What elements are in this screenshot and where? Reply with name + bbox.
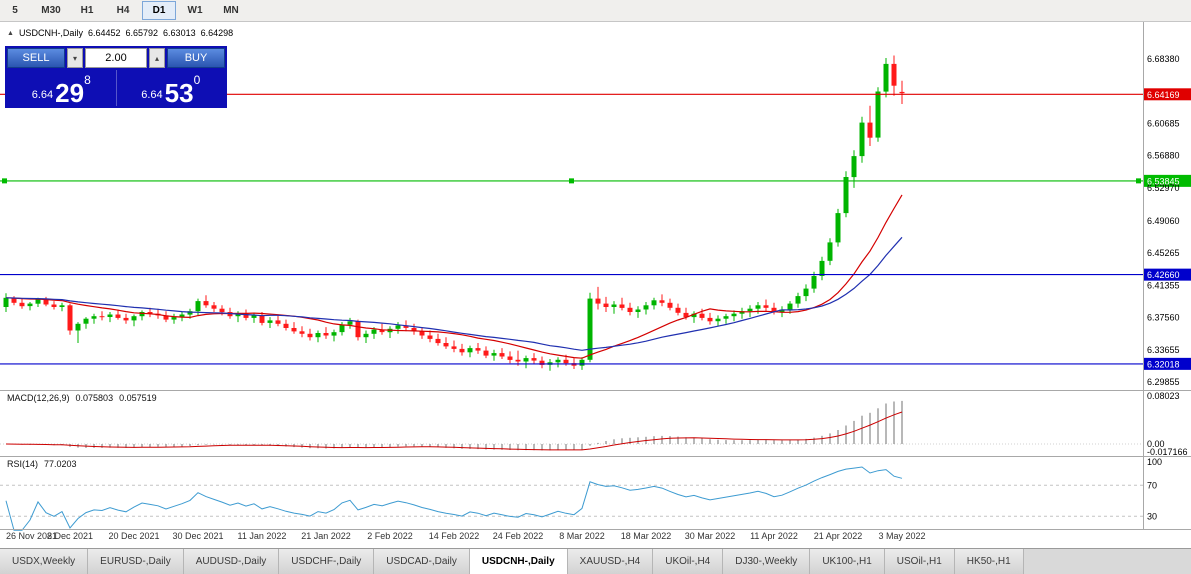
horizontal-lines-layer[interactable] <box>0 93 1143 365</box>
rsi-name: RSI(14) <box>7 459 39 469</box>
buy-button[interactable]: BUY <box>167 48 225 68</box>
buy-price: 6.64 53 0 <box>117 70 226 106</box>
svg-text:2 Feb 2022: 2 Feb 2022 <box>367 531 413 541</box>
rsi-panel <box>0 466 1143 531</box>
svg-text:6.64169: 6.64169 <box>1147 90 1180 100</box>
chart-tab[interactable]: XAUUSD-,H4 <box>567 549 654 574</box>
timeframe-button-h1[interactable]: H1 <box>80 5 94 16</box>
chart-tab[interactable]: USDCHF-,Daily <box>279 549 375 574</box>
timeframe-button-d1[interactable]: D1 <box>142 1 176 20</box>
volume-up-button[interactable]: ▴ <box>149 48 165 68</box>
svg-text:3 May 2022: 3 May 2022 <box>878 531 925 541</box>
svg-text:21 Apr 2022: 21 Apr 2022 <box>814 531 863 541</box>
svg-text:11 Apr 2022: 11 Apr 2022 <box>750 531 798 541</box>
chart-tab[interactable]: USDCAD-,Daily <box>374 549 470 574</box>
ohlc-close: 6.64298 <box>200 28 234 38</box>
timeframe-button-mn[interactable]: MN <box>223 5 239 16</box>
svg-text:6.49060: 6.49060 <box>1147 216 1180 226</box>
chart-area[interactable]: 6.64169 6.53845 6.42660 6.32018 6.68380 6.606… <box>0 22 1191 548</box>
volume-down-button[interactable]: ▾ <box>67 48 83 68</box>
svg-text:6.60685: 6.60685 <box>1147 119 1180 129</box>
volume-input[interactable]: 2.00 <box>85 48 147 68</box>
svg-text:6.68380: 6.68380 <box>1147 54 1180 64</box>
svg-text:-0.017166: -0.017166 <box>1147 447 1188 457</box>
trade-controls-row: SELL ▾ 2.00 ▴ BUY <box>7 48 225 68</box>
macd-label: MACD(12,26,9) 0.075803 0.057519 <box>7 393 157 403</box>
macd-name: MACD(12,26,9) <box>7 393 70 403</box>
chart-tabs-bar: USDX,Weekly EURUSD-,Daily AUDUSD-,Daily USD… <box>0 548 1191 574</box>
svg-text:30 Mar 2022: 30 Mar 2022 <box>685 531 736 541</box>
svg-text:20 Dec 2021: 20 Dec 2021 <box>108 531 159 541</box>
chart-tab[interactable]: USDCNH-,Daily <box>469 549 568 574</box>
chart-tab[interactable]: AUDUSD-,Daily <box>183 549 280 574</box>
moving-averages-layer <box>5 194 903 359</box>
sell-price-prefix: 6.64 <box>31 89 54 101</box>
macd-panel <box>0 400 1143 451</box>
svg-text:6.56880: 6.56880 <box>1147 150 1180 160</box>
timeframe-button-5[interactable]: 5 <box>12 5 18 16</box>
sell-price-big: 29 <box>55 77 85 108</box>
svg-text:6.33655: 6.33655 <box>1147 345 1180 355</box>
chart-tab[interactable]: HK50-,H1 <box>954 549 1024 574</box>
buy-price-sup: 0 <box>193 73 201 87</box>
chart-tab[interactable]: EURUSD-,Daily <box>88 549 184 574</box>
svg-text:0.08023: 0.08023 <box>1147 391 1180 401</box>
timeframe-button-h4[interactable]: H4 <box>116 5 130 16</box>
rsi-value: 77.0203 <box>44 459 77 469</box>
svg-text:30 Dec 2021: 30 Dec 2021 <box>172 531 223 541</box>
buy-price-big: 53 <box>164 77 194 108</box>
svg-text:0.00: 0.00 <box>1147 439 1165 449</box>
svg-text:6.53845: 6.53845 <box>1147 176 1180 186</box>
svg-text:26 Nov 2021: 26 Nov 2021 <box>6 531 57 541</box>
svg-text:6.32018: 6.32018 <box>1147 359 1180 369</box>
chart-tab[interactable]: DJ30-,Weekly <box>723 549 811 574</box>
svg-text:14 Feb 2022: 14 Feb 2022 <box>429 531 480 541</box>
macd-value-main: 0.075803 <box>75 393 114 403</box>
svg-text:8 Dec 2021: 8 Dec 2021 <box>47 531 93 541</box>
ohlc-open: 6.64452 <box>87 28 121 38</box>
buy-price-prefix: 6.64 <box>141 89 163 101</box>
svg-text:6.41355: 6.41355 <box>1147 281 1180 291</box>
chart-tab[interactable]: USDX,Weekly <box>0 549 89 574</box>
price-axis: 6.64169 6.53845 6.42660 6.32018 6.68380 6.606… <box>0 22 1191 530</box>
sell-price-sup: 8 <box>84 73 91 87</box>
svg-text:100: 100 <box>1147 457 1162 467</box>
one-click-trading-widget: SELL ▾ 2.00 ▴ BUY 6.64 29 8 6.64 53 0 <box>5 46 227 108</box>
timeframe-toolbar: 5 M30 H1 H4 D1 W1 MN <box>0 0 1191 22</box>
ohlc-low: 6.63013 <box>163 28 196 38</box>
svg-text:30: 30 <box>1147 511 1157 521</box>
svg-text:70: 70 <box>1147 480 1157 490</box>
svg-text:24 Feb 2022: 24 Feb 2022 <box>493 531 544 541</box>
sell-button[interactable]: SELL <box>7 48 65 68</box>
chart-symbol: USDCNH-,Daily <box>18 28 83 38</box>
svg-text:6.52970: 6.52970 <box>1147 183 1180 193</box>
svg-text:6.37560: 6.37560 <box>1147 312 1180 322</box>
collapse-one-click-icon[interactable]: ▲ <box>7 29 14 37</box>
svg-text:6.42660: 6.42660 <box>1147 270 1180 280</box>
ohlc-high: 6.65792 <box>125 28 159 38</box>
hline-6.53845[interactable] <box>0 178 1143 184</box>
chart-tab[interactable]: USOil-,H1 <box>884 549 955 574</box>
svg-text:21 Jan 2022: 21 Jan 2022 <box>301 531 351 541</box>
timeframe-button-w1[interactable]: W1 <box>187 5 203 16</box>
chart-tab[interactable]: UKOil-,H4 <box>653 549 724 574</box>
chart-ohlc-header: ▲ USDCNH-,Daily 6.64452 6.65792 6.63013 … <box>7 28 233 38</box>
sell-price: 6.64 29 8 <box>7 70 117 106</box>
timeframe-button-m30[interactable]: M30 <box>41 5 61 16</box>
svg-text:6.45265: 6.45265 <box>1147 248 1180 258</box>
svg-text:18 Mar 2022: 18 Mar 2022 <box>621 531 672 541</box>
rsi-label: RSI(14) 77.0203 <box>7 459 77 469</box>
candles-layer <box>3 55 905 371</box>
svg-text:8 Mar 2022: 8 Mar 2022 <box>559 531 605 541</box>
trade-prices-row: 6.64 29 8 6.64 53 0 <box>7 70 225 106</box>
chart-tab[interactable]: UK100-,H1 <box>810 549 885 574</box>
macd-value-signal: 0.057519 <box>119 393 157 403</box>
svg-text:11 Jan 2022: 11 Jan 2022 <box>238 531 287 541</box>
svg-text:6.29855: 6.29855 <box>1147 377 1180 387</box>
